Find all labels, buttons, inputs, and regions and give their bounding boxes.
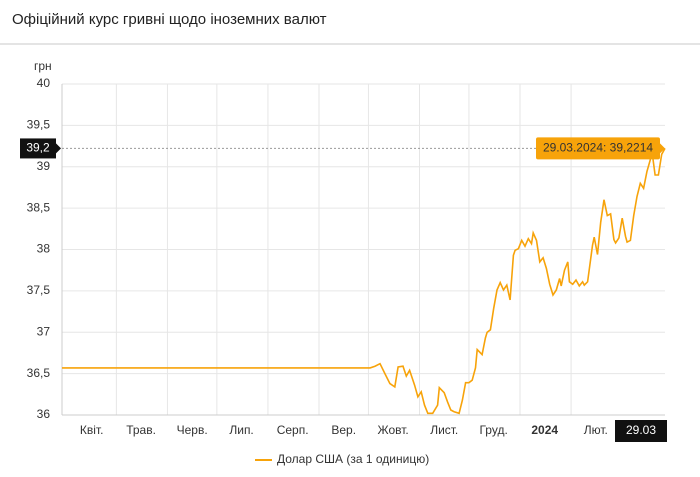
tooltip-box xyxy=(536,137,660,160)
x-tick-label: Жовт. xyxy=(378,423,409,437)
y-unit: грн xyxy=(34,59,52,73)
legend-label: Долар США (за 1 одиницю) xyxy=(277,452,429,466)
y-tick-label: 40 xyxy=(37,76,51,90)
page-title: Офіційний курс гривні щодо іноземних вал… xyxy=(12,11,327,28)
data-line xyxy=(62,148,666,415)
y-tick-label: 39,5 xyxy=(27,118,51,132)
y-tick-label: 38 xyxy=(37,242,51,256)
crosshair-y-box xyxy=(20,138,56,159)
x-tick-label: Лист. xyxy=(430,423,458,437)
x-tick-label: 2024 xyxy=(531,423,558,437)
y-tick-label: 36 xyxy=(37,407,51,421)
x-tick-label: Трав. xyxy=(126,423,156,437)
tooltip-pointer xyxy=(660,143,665,154)
y-tick-label: 37,5 xyxy=(27,283,51,297)
tooltip-text: 29.03.2024: 39,2214 xyxy=(543,141,653,155)
y-tick-label: 36,5 xyxy=(27,366,51,380)
crosshair-x-box xyxy=(615,420,667,442)
x-tick-label: Лип. xyxy=(229,423,253,437)
crosshair-y-pointer xyxy=(56,143,61,154)
x-tick-label: Серп. xyxy=(277,423,309,437)
y-tick-label: 39 xyxy=(37,159,51,173)
crosshair-y-label: 39,2 xyxy=(26,141,50,155)
x-tick-label: Лют. xyxy=(584,423,608,437)
y-tick-label: 38,5 xyxy=(27,200,51,214)
x-tick-label: Груд. xyxy=(479,423,507,437)
y-tick-label: 37 xyxy=(37,324,51,338)
crosshair-x-label: 29.03 xyxy=(626,423,656,437)
x-tick-label: Вер. xyxy=(331,423,356,437)
x-tick-label: Квіт. xyxy=(80,423,104,437)
x-tick-label: Черв. xyxy=(177,423,208,437)
